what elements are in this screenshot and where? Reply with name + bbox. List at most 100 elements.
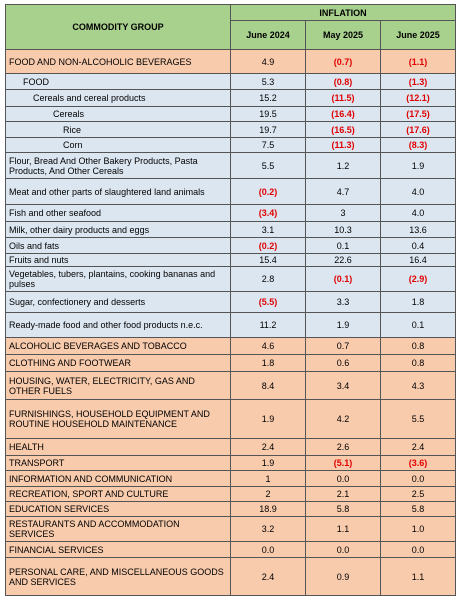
table-row: FOOD 5.3 (0.8) (1.3)	[5, 73, 456, 90]
table-row: Flour, Bread And Other Bakery Products, …	[5, 152, 456, 179]
row-label: Cereals	[5, 106, 231, 122]
table-row: Milk, other dairy products and eggs 3.1 10…	[5, 221, 456, 238]
value-cell: (1.1)	[380, 49, 456, 74]
row-label: FOOD	[5, 73, 231, 90]
value-cell: 15.4	[230, 253, 306, 267]
value-cell: 5.3	[230, 73, 306, 90]
value-cell: 2.1	[305, 486, 381, 502]
value-cell: (17.6)	[380, 121, 456, 138]
value-cell: 4.0	[380, 204, 456, 222]
row-label: Sugar, confectionery and desserts	[5, 291, 231, 313]
row-label: Meat and other parts of slaughtered land…	[5, 178, 231, 205]
value-cell: 1.8	[230, 354, 306, 372]
table-row: Sugar, confectionery and desserts (5.5) 3.…	[5, 291, 456, 313]
table-body: FOOD AND NON-ALCOHOLIC BEVERAGES 4.9 (0.7)…	[5, 49, 456, 596]
column-header: June 2025	[380, 20, 456, 50]
value-cell: 5.5	[380, 399, 456, 439]
table-row: Vegetables, tubers, plantains, cooking b…	[5, 266, 456, 292]
header-inflation: INFLATION	[230, 4, 456, 21]
value-cell: 1.1	[305, 516, 381, 542]
value-cell: 2.4	[380, 438, 456, 456]
table-row: FOOD AND NON-ALCOHOLIC BEVERAGES 4.9 (0.7)…	[5, 49, 456, 74]
value-cell: 1.2	[305, 152, 381, 179]
row-label: Oils and fats	[5, 237, 231, 254]
value-cell: 3.3	[305, 291, 381, 313]
value-cell: (17.5)	[380, 106, 456, 122]
value-cell: 4.9	[230, 49, 306, 74]
row-label: INFORMATION AND COMMUNICATION	[5, 470, 231, 487]
value-cell: 8.4	[230, 371, 306, 400]
inflation-table: COMMODITY GROUP INFLATION June 2024 May …	[5, 4, 456, 596]
header-title: COMMODITY GROUP	[5, 4, 231, 50]
value-cell: (0.8)	[305, 73, 381, 90]
value-cell: 5.8	[305, 501, 381, 517]
value-cell: 3.1	[230, 221, 306, 238]
column-header: May 2025	[305, 20, 381, 50]
row-label: FINANCIAL SERVICES	[5, 541, 231, 558]
value-cell: 0.0	[305, 541, 381, 558]
value-cell: 2.4	[230, 557, 306, 596]
value-cell: 2.5	[380, 486, 456, 502]
table-row: TRANSPORT 1.9 (5.1) (3.6)	[5, 455, 456, 471]
value-cell: 4.2	[305, 399, 381, 439]
table-row: ALCOHOLIC BEVERAGES AND TOBACCO 4.6 0.7 0.8	[5, 337, 456, 355]
row-label: HEALTH	[5, 438, 231, 456]
table-row: Cereals and cereal products 15.2 (11.5) (12…	[5, 89, 456, 107]
row-label: RESTAURANTS AND ACCOMMODATION SERVICES	[5, 516, 231, 542]
value-cell: (3.4)	[230, 204, 306, 222]
value-cell: (5.5)	[230, 291, 306, 313]
value-cell: 2.6	[305, 438, 381, 456]
value-cell: 5.5	[230, 152, 306, 179]
table-row: RECREATION, SPORT AND CULTURE 2 2.1 2.5	[5, 486, 456, 502]
value-cell: 0.8	[380, 337, 456, 355]
value-cell: 2	[230, 486, 306, 502]
row-label: Corn	[5, 137, 231, 153]
table-row: PERSONAL CARE, AND MISCELLANEOUS GOODS A…	[5, 557, 456, 596]
value-cell: 0.9	[305, 557, 381, 596]
table-row: Ready-made food and other food products …	[5, 312, 456, 338]
value-cell: 0.6	[305, 354, 381, 372]
value-cell: (0.2)	[230, 237, 306, 254]
row-label: TRANSPORT	[5, 455, 231, 471]
value-cell: 1.9	[230, 399, 306, 439]
value-cell: 11.2	[230, 312, 306, 338]
table-row: Cereals 19.5 (16.4) (17.5)	[5, 106, 456, 122]
value-cell: 3.4	[305, 371, 381, 400]
row-label: FOOD AND NON-ALCOHOLIC BEVERAGES	[5, 49, 231, 74]
row-label: Rice	[5, 121, 231, 138]
table-row: CLOTHING AND FOOTWEAR 1.8 0.6 0.8	[5, 354, 456, 372]
value-cell: 0.7	[305, 337, 381, 355]
value-cell: 3	[305, 204, 381, 222]
value-cell: (16.5)	[305, 121, 381, 138]
value-cell: 0.0	[380, 470, 456, 487]
value-cell: (2.9)	[380, 266, 456, 292]
table-row: INFORMATION AND COMMUNICATION 1 0.0 0.0	[5, 470, 456, 487]
value-cell: 19.5	[230, 106, 306, 122]
table-row: FINANCIAL SERVICES 0.0 0.0 0.0	[5, 541, 456, 558]
value-cell: (12.1)	[380, 89, 456, 107]
value-cell: 7.5	[230, 137, 306, 153]
table-row: Rice 19.7 (16.5) (17.6)	[5, 121, 456, 138]
value-cell: 0.8	[380, 354, 456, 372]
row-label: FURNISHINGS, HOUSEHOLD EQUIPMENT AND ROU…	[5, 399, 231, 439]
value-cell: 4.7	[305, 178, 381, 205]
value-cell: (1.3)	[380, 73, 456, 90]
value-cell: (11.3)	[305, 137, 381, 153]
table-row: Fish and other seafood (3.4) 3 4.0	[5, 204, 456, 222]
value-cell: 1.1	[380, 557, 456, 596]
value-cell: 1.0	[380, 516, 456, 542]
value-cell: 0.0	[305, 470, 381, 487]
value-cell: 19.7	[230, 121, 306, 138]
table-row: HOUSING, WATER, ELECTRICITY, GAS AND OTH…	[5, 371, 456, 400]
value-cell: 4.3	[380, 371, 456, 400]
value-cell: (0.1)	[305, 266, 381, 292]
table-row: FURNISHINGS, HOUSEHOLD EQUIPMENT AND ROU…	[5, 399, 456, 439]
value-cell: 22.6	[305, 253, 381, 267]
value-cell: 0.1	[380, 312, 456, 338]
value-cell: 0.0	[230, 541, 306, 558]
table-row: RESTAURANTS AND ACCOMMODATION SERVICES 3.…	[5, 516, 456, 542]
header-row: June 2024 May 2025 June 2025	[6, 20, 456, 50]
value-cell: 0.0	[380, 541, 456, 558]
row-label: Cereals and cereal products	[5, 89, 231, 107]
